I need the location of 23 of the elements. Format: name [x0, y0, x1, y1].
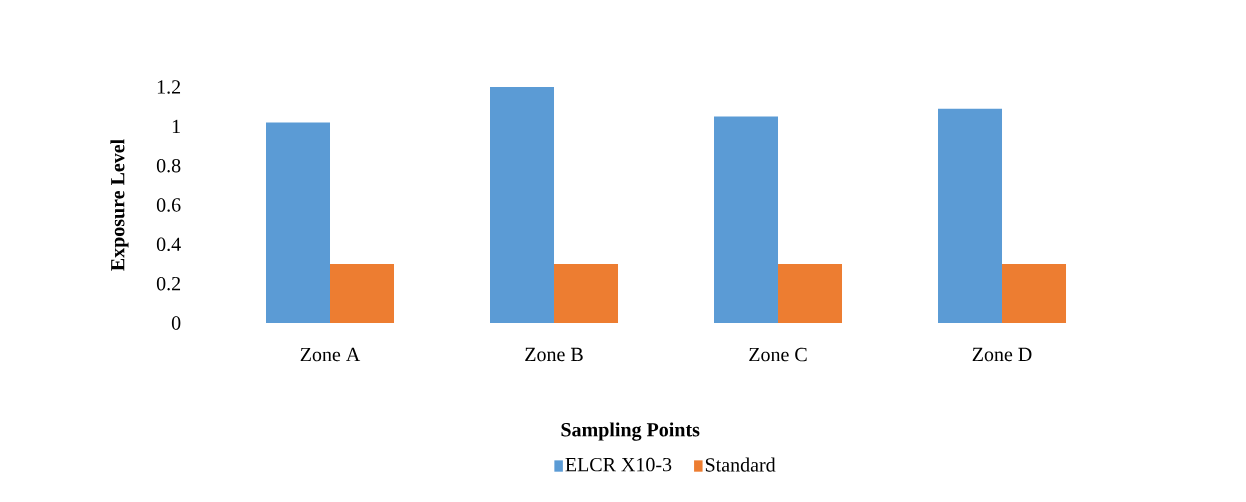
x-tick-label: Zone B — [525, 347, 583, 362]
y-axis-title: Exposure Level — [110, 139, 129, 271]
x-tick-label: Zone C — [749, 347, 807, 362]
bar — [266, 122, 330, 323]
bar — [554, 264, 619, 323]
y-tick-label: 1.2 — [157, 80, 181, 94]
legend-label: ELCR X10-3 — [565, 457, 672, 472]
bar — [330, 264, 394, 323]
bar — [714, 116, 779, 323]
bar — [1002, 264, 1067, 323]
x-axis-title: Sampling Points — [561, 422, 700, 441]
y-tick-label: 0.2 — [156, 276, 181, 291]
y-tick-label: 0 — [171, 316, 181, 330]
legend-label: Standard — [705, 457, 776, 472]
x-tick-label: Zone D — [972, 347, 1032, 362]
y-tick-label: 1 — [172, 119, 180, 133]
y-tick-label: 0.6 — [156, 198, 181, 212]
bar — [778, 264, 843, 323]
y-tick-label: 0.8 — [156, 158, 181, 173]
bar — [938, 108, 1003, 323]
y-tick-label: 0.4 — [156, 237, 181, 252]
bar — [490, 87, 555, 323]
x-tick-label: Zone A — [300, 347, 361, 362]
